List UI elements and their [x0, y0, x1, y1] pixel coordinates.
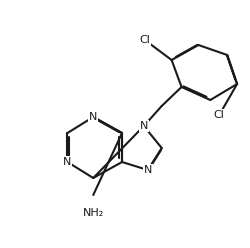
Text: N: N: [89, 112, 98, 122]
Text: Cl: Cl: [140, 35, 150, 45]
Text: N: N: [144, 165, 152, 175]
Text: Cl: Cl: [214, 110, 225, 120]
Text: N: N: [140, 121, 148, 131]
Text: N: N: [63, 157, 72, 167]
Text: NH₂: NH₂: [83, 208, 104, 218]
